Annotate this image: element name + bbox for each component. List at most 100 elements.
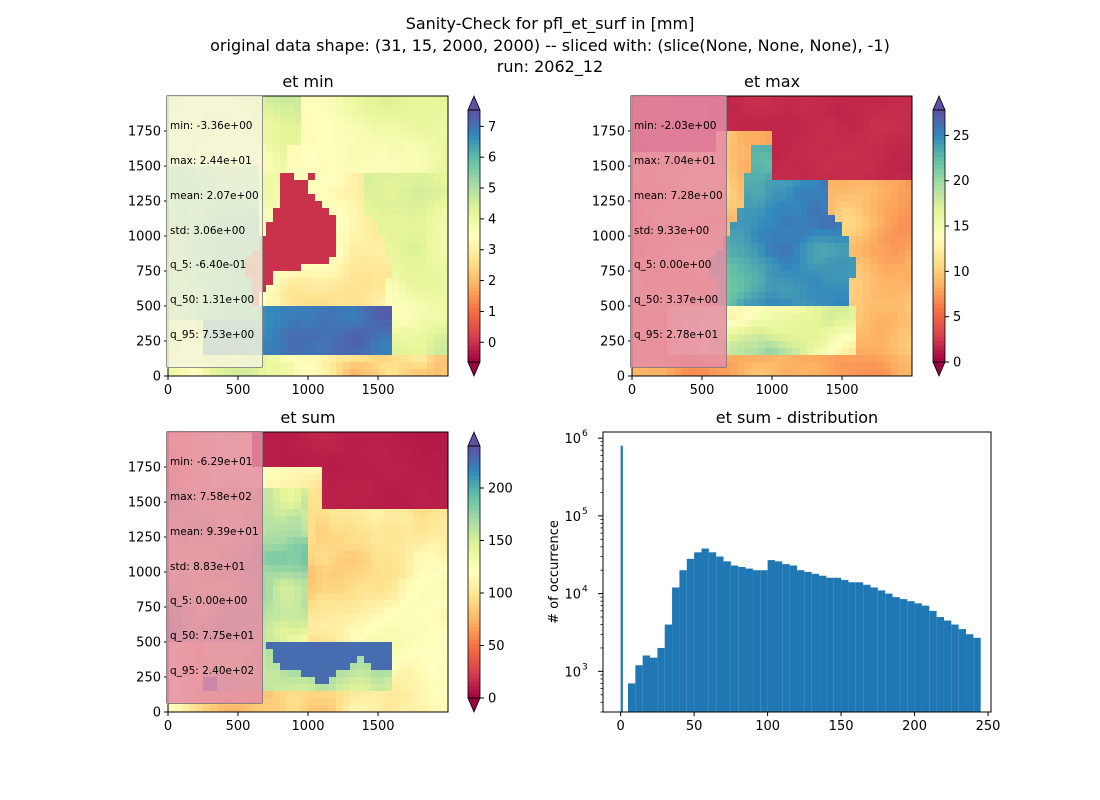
- heatmap-cell: [835, 264, 843, 272]
- heatmap-cell: [406, 439, 414, 447]
- heatmap-cell: [385, 530, 393, 538]
- heatmap-cell: [273, 292, 281, 300]
- heatmap-cell: [259, 208, 267, 216]
- heatmap-cell: [828, 250, 836, 258]
- heatmap-cell: [343, 208, 351, 216]
- heatmap-cell: [399, 586, 407, 594]
- heatmap-cell: [765, 264, 773, 272]
- heatmap-cell: [385, 278, 393, 286]
- heatmap-cell: [793, 152, 801, 160]
- heatmap-cell: [814, 215, 822, 223]
- heatmap-cell: [884, 250, 892, 258]
- heatmap-cell: [308, 642, 316, 650]
- heatmap-cell: [406, 516, 414, 524]
- heatmap-cell: [898, 201, 906, 209]
- heatmap-cell: [849, 299, 857, 307]
- heatmap-cell: [280, 264, 288, 272]
- heatmap-cell: [385, 152, 393, 160]
- heatmap-cell: [294, 124, 302, 132]
- heatmap-cell: [856, 208, 864, 216]
- heatmap-cell: [385, 96, 393, 104]
- heatmap-cell: [280, 530, 288, 538]
- heatmap-cell: [427, 649, 435, 657]
- heatmap-cell: [758, 187, 766, 195]
- heatmap-cell: [371, 201, 379, 209]
- heatmap-cell: [357, 691, 365, 699]
- heatmap-cell: [434, 306, 442, 314]
- heatmap-cell: [266, 586, 274, 594]
- heatmap-cell: [434, 586, 442, 594]
- heatmap-cell: [406, 103, 414, 111]
- heatmap-cell: [301, 439, 309, 447]
- heatmap-cell: [371, 131, 379, 139]
- heatmap-cell: [905, 180, 913, 188]
- heatmap-cell: [793, 166, 801, 174]
- heatmap-cell: [632, 369, 640, 377]
- heatmap-cell: [434, 495, 442, 503]
- heatmap-cell: [793, 271, 801, 279]
- heatmap-cell: [308, 656, 316, 664]
- heatmap-cell: [856, 229, 864, 237]
- heatmap-cell: [378, 131, 386, 139]
- heatmap-cell: [406, 327, 414, 335]
- heatmap-cell: [301, 208, 309, 216]
- heatmap-cell: [364, 656, 372, 664]
- heatmap-cell: [835, 285, 843, 293]
- heatmap-cell: [266, 166, 274, 174]
- heatmap-cell: [343, 173, 351, 181]
- heatmap-cell: [737, 103, 745, 111]
- heatmap-cell: [357, 96, 365, 104]
- heatmap-cell: [350, 208, 358, 216]
- heatmap-cell: [406, 691, 414, 699]
- heatmap-cell: [266, 145, 274, 153]
- heatmap-cell: [744, 348, 752, 356]
- heatmap-cell: [364, 677, 372, 685]
- heatmap-cell: [280, 173, 288, 181]
- heatmap-cell: [252, 369, 260, 377]
- heatmap-cell: [273, 614, 281, 622]
- heatmap-cell: [898, 236, 906, 244]
- heatmap-cell: [273, 215, 281, 223]
- y-tick-label-et-max: 1000: [592, 230, 625, 245]
- colorbar-tick-label: 1: [488, 305, 496, 320]
- heatmap-cell: [371, 145, 379, 153]
- heatmap-cell: [877, 257, 885, 265]
- heatmap-cell: [378, 502, 386, 510]
- heatmap-cell: [434, 355, 442, 363]
- heatmap-cell: [758, 215, 766, 223]
- heatmap-cell: [287, 208, 295, 216]
- heatmap-cell: [884, 355, 892, 363]
- heatmap-cell: [266, 159, 274, 167]
- heatmap-cell: [441, 173, 449, 181]
- heatmap-cell: [849, 124, 857, 132]
- heatmap-cell: [723, 327, 731, 335]
- heatmap-cell: [343, 565, 351, 573]
- heatmap-cell: [287, 495, 295, 503]
- heatmap-cell: [301, 341, 309, 349]
- heatmap-cell: [434, 600, 442, 608]
- heatmap-cell: [434, 453, 442, 461]
- heatmap-cell: [877, 243, 885, 251]
- heatmap-cell: [891, 138, 899, 146]
- heatmap-cell: [399, 502, 407, 510]
- heatmap-cell: [828, 369, 836, 377]
- heatmap-cell: [758, 341, 766, 349]
- heatmap-cell: [807, 250, 815, 258]
- heatmap-cell: [322, 103, 330, 111]
- heatmap-cell: [828, 278, 836, 286]
- colorbar-segment: [468, 181, 480, 187]
- heatmap-cell: [406, 306, 414, 314]
- heatmap-cell: [828, 313, 836, 321]
- heatmap-cell: [210, 369, 218, 377]
- colorbar-segment: [468, 320, 480, 325]
- heatmap-cell: [399, 117, 407, 125]
- heatmap-cell: [877, 320, 885, 328]
- heatmap-cell: [385, 691, 393, 699]
- heatmap-cell: [434, 362, 442, 370]
- heatmap-cell: [399, 439, 407, 447]
- heatmap-cell: [434, 313, 442, 321]
- heatmap-cell: [434, 110, 442, 118]
- heatmap-cell: [357, 677, 365, 685]
- heatmap-cell: [842, 278, 850, 286]
- heatmap-cell: [287, 306, 295, 314]
